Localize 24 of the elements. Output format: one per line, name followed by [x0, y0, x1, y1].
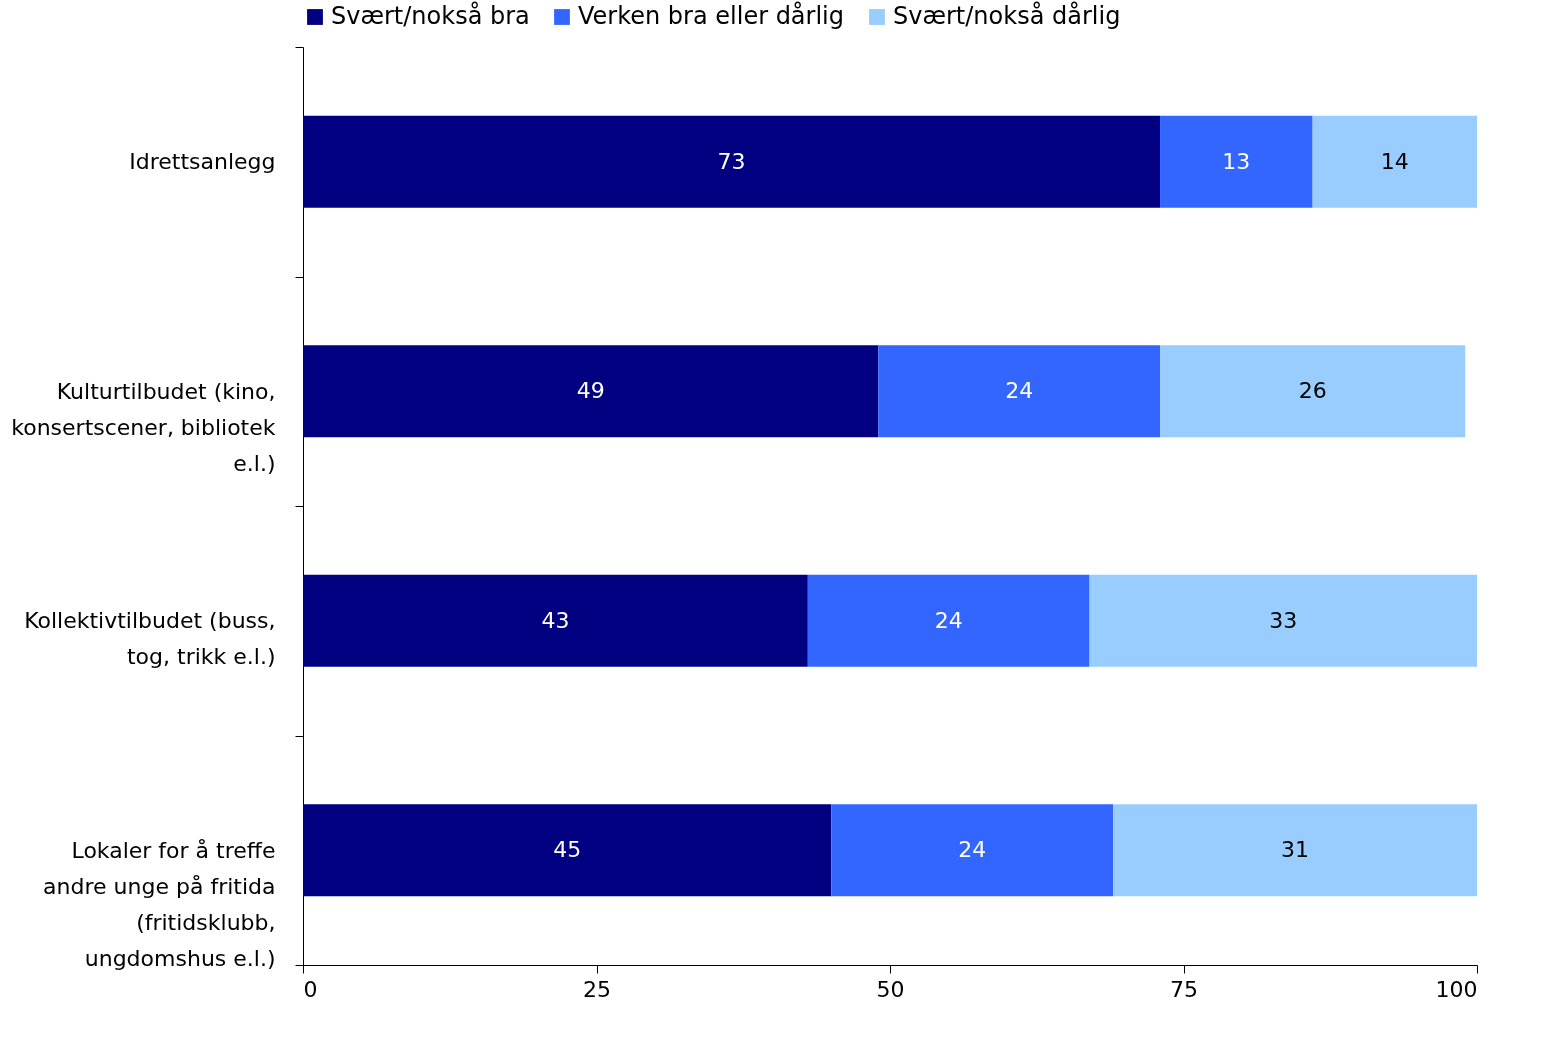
data-label: 31 [1281, 837, 1310, 863]
data-label: 45 [553, 837, 582, 863]
x-tick-label: 0 [303, 976, 318, 1002]
y-tick-label: Kollektivtilbudet (buss, tog, trikk e.l.) [24, 608, 276, 670]
data-label: 24 [1005, 378, 1034, 404]
data-label: 33 [1269, 607, 1298, 633]
legend-label: Svært/nokså dårlig [893, 1, 1121, 30]
data-label: 26 [1298, 378, 1327, 404]
legend-label: Svært/nokså bra [331, 1, 530, 30]
data-label: 49 [576, 378, 605, 404]
data-label: 24 [934, 607, 963, 633]
legend-label: Verken bra eller dårlig [578, 1, 845, 30]
data-label: 24 [958, 837, 987, 863]
x-tick-label: 25 [583, 976, 611, 1002]
y-tick-label: Lokaler for å treffe andre unge på fritida (fritidsklubb, ungdomshus e.l.) [43, 837, 276, 971]
x-tick-label: 75 [1170, 976, 1198, 1002]
y-tick-label: Kulturtilbudet (kino, konsertscener, bibliotek e.l.) [11, 378, 276, 476]
data-label: 14 [1380, 148, 1409, 174]
data-label: 73 [717, 148, 746, 174]
data-label: 43 [541, 607, 570, 633]
y-tick-label: Idrettsanlegg [129, 149, 276, 175]
x-tick-label: 100 [1435, 976, 1478, 1002]
x-tick-label: 50 [876, 976, 905, 1002]
data-label: 13 [1222, 148, 1251, 174]
